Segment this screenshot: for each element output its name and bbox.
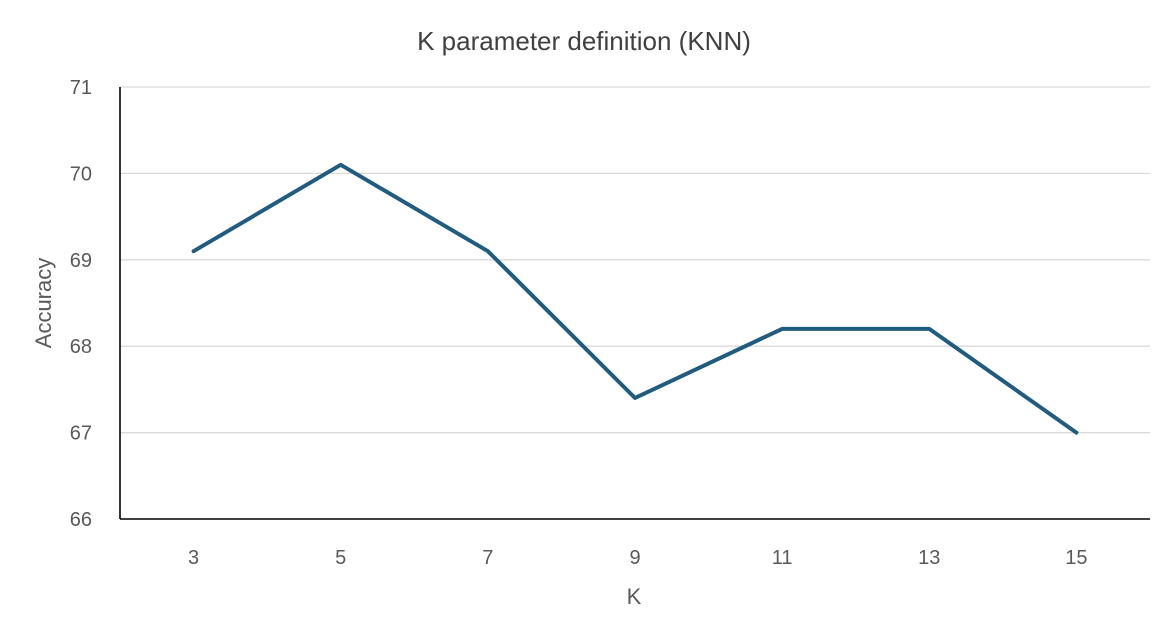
- x-tick-label: 7: [482, 547, 493, 569]
- gridlines: [120, 86, 1150, 434]
- x-tick-label: 9: [629, 547, 640, 569]
- x-tick-label: 3: [188, 547, 199, 569]
- x-axis-title: K: [627, 584, 642, 609]
- chart-title: K parameter definition (KNN): [417, 26, 751, 56]
- x-tick-label: 13: [918, 547, 940, 569]
- y-tick-label: 67: [70, 423, 92, 445]
- y-tick-label: 68: [70, 336, 92, 358]
- y-tick-label: 71: [70, 77, 92, 99]
- series-line-0: [191, 162, 1079, 435]
- x-tick-label: 5: [335, 547, 346, 569]
- axes: [119, 87, 1150, 520]
- tick-labels: 66 67 68 69 70 71 3 5 7 9 11 13 15: [70, 77, 1088, 569]
- series: [191, 162, 1079, 435]
- y-axis-title: Accuracy: [31, 258, 56, 348]
- x-tick-label: 11: [772, 547, 793, 569]
- y-tick-label: 66: [70, 509, 92, 531]
- y-tick-label: 70: [70, 163, 92, 185]
- y-tick-label: 69: [70, 250, 92, 272]
- x-tick-label: 15: [1065, 547, 1087, 569]
